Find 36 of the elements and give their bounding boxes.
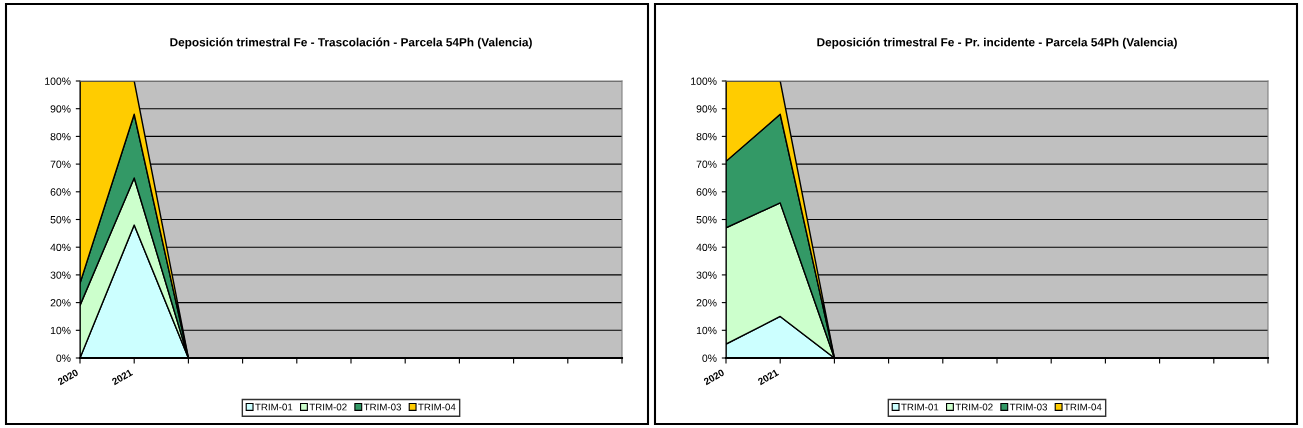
y-tick-label: 60% (696, 188, 717, 196)
y-tick-label: 10% (50, 326, 71, 335)
y-tick-label: 100% (691, 77, 717, 85)
x-tick-label: 2020 (703, 368, 725, 386)
chart-title: Deposición trimestral Fe - Trascolación - Parcela 54Ph (Valencia) (170, 37, 532, 49)
y-tick-label: 0% (56, 354, 71, 362)
legend-label: TRIM-01 (901, 403, 939, 411)
chart-title: Deposición trimestral Fe - Pr. incidente - Parcela 54Ph (Valencia) (817, 37, 1177, 49)
y-tick-label: 20% (50, 299, 71, 307)
y-tick-label: 40% (50, 243, 71, 252)
y-tick-label: 30% (50, 271, 71, 279)
y-tick-label: 90% (696, 105, 717, 113)
y-tick-label: 100% (45, 77, 71, 85)
y-tick-label: 70% (696, 160, 717, 168)
y-tick-label: 90% (50, 105, 71, 113)
y-tick-label: 30% (696, 271, 717, 279)
x-tick-label: 2020 (57, 368, 79, 386)
y-tick-label: 60% (50, 188, 71, 196)
legend-label: TRIM-04 (418, 403, 456, 411)
x-tick-label: 2021 (111, 368, 134, 386)
y-tick-label: 10% (696, 326, 717, 335)
y-tick-label: 50% (50, 216, 71, 224)
y-tick-label: 70% (50, 160, 71, 168)
legend-label: TRIM-04 (1064, 403, 1102, 411)
legend-label: TRIM-02 (309, 403, 347, 411)
x-tick-label: 2021 (757, 368, 780, 386)
legend-label: TRIM-01 (255, 403, 293, 411)
y-tick-label: 0% (702, 354, 717, 362)
legend-label: TRIM-03 (363, 403, 402, 411)
y-tick-label: 40% (696, 243, 717, 252)
y-tick-label: 80% (696, 132, 717, 141)
y-tick-label: 80% (50, 132, 71, 141)
legend-label: TRIM-03 (1009, 403, 1048, 411)
legend-label: TRIM-02 (955, 403, 993, 411)
y-tick-label: 20% (696, 299, 717, 307)
y-tick-label: 50% (696, 216, 717, 224)
